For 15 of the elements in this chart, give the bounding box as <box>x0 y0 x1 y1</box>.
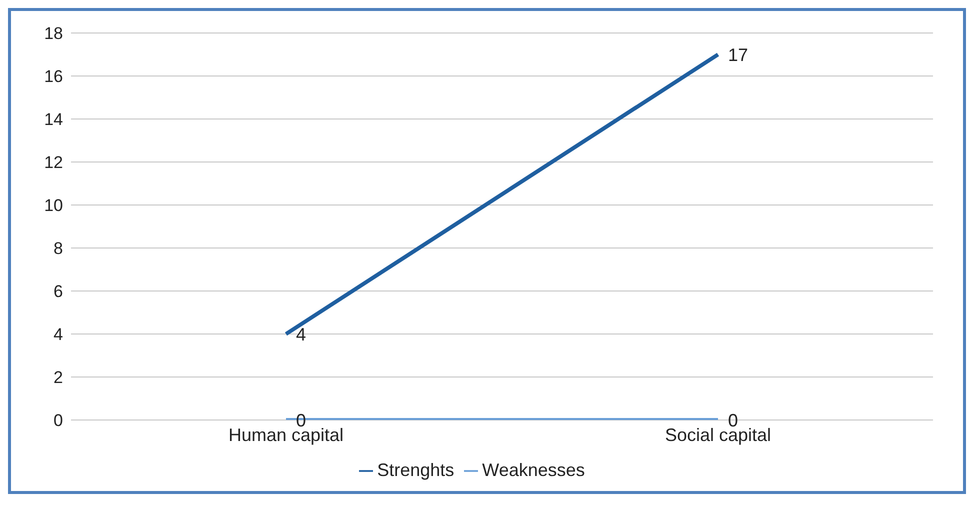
y-tick-label: 4 <box>54 325 63 344</box>
y-tick-label: 12 <box>44 153 63 172</box>
data-label: 17 <box>728 44 748 65</box>
y-tick-label: 2 <box>54 368 63 388</box>
data-label: 0 <box>728 410 738 430</box>
y-tick-label: 0 <box>54 411 63 430</box>
y-tick-label: 16 <box>44 67 63 86</box>
y-tick-label: 8 <box>54 239 63 258</box>
legend-label: Strenghts <box>377 460 454 480</box>
y-tick-label: 14 <box>44 110 63 130</box>
y-tick-label: 10 <box>44 196 63 216</box>
legend-label: Weaknesses <box>482 460 585 480</box>
data-label: 4 <box>296 324 306 344</box>
y-tick-label: 18 <box>44 24 63 44</box>
y-tick-label: 6 <box>54 282 63 302</box>
